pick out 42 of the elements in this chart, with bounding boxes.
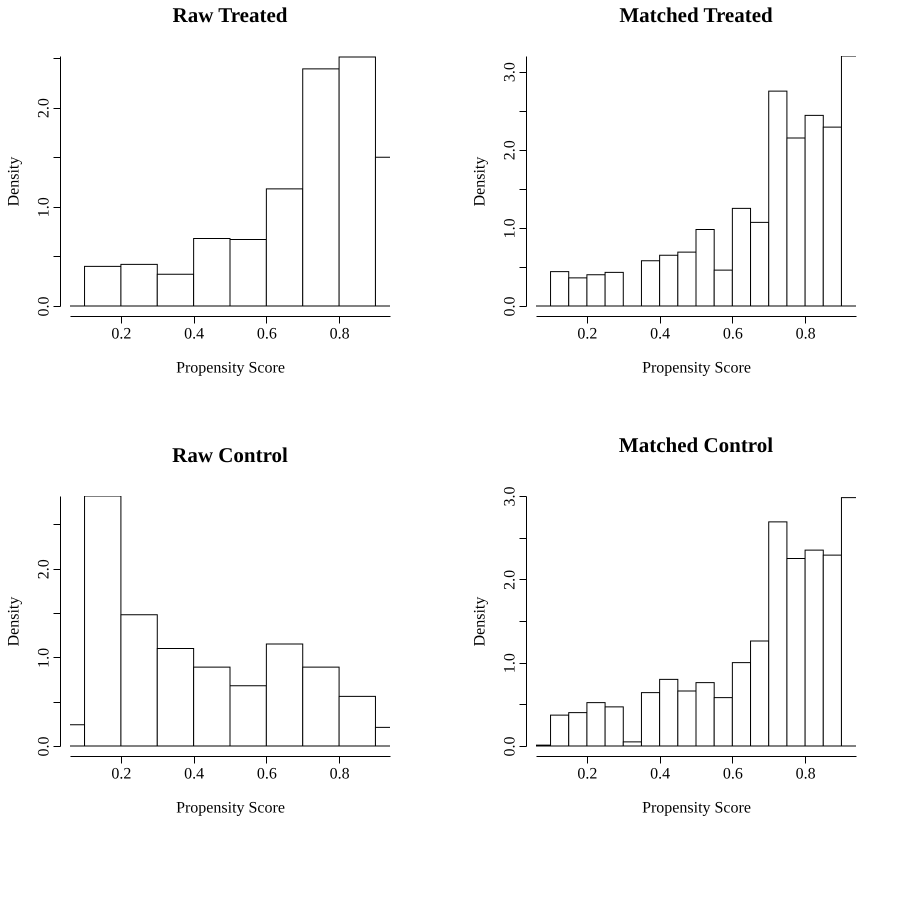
x-tick-label: 0.8 bbox=[796, 326, 816, 342]
x-tick-label: 0.6 bbox=[722, 766, 743, 782]
y-tick-label: 1.0 bbox=[36, 197, 52, 218]
y-tick-label: 2.0 bbox=[36, 98, 52, 118]
x-tick-label: 0.4 bbox=[184, 766, 204, 782]
y-tick-label: 3.0 bbox=[502, 486, 518, 506]
x-tick-label: 0.2 bbox=[577, 766, 598, 782]
x-tick-label: 0.8 bbox=[796, 766, 816, 782]
x-tick-label: 0.4 bbox=[650, 326, 670, 342]
y-axis-title: Density bbox=[6, 596, 22, 646]
y-tick-label: 1.0 bbox=[36, 648, 52, 668]
x-tick-label: 0.4 bbox=[184, 326, 204, 342]
x-tick-label: 0.2 bbox=[577, 326, 598, 342]
x-tick-label: 0.2 bbox=[111, 766, 132, 782]
chart-title: Matched Control bbox=[618, 433, 774, 457]
x-tick-label: 0.6 bbox=[722, 326, 743, 342]
y-tick-label: 1.0 bbox=[502, 218, 518, 238]
x-axis-title: Propensity Score bbox=[642, 800, 751, 816]
x-tick-label: 0.8 bbox=[330, 326, 350, 342]
chart-title: Raw Control bbox=[172, 443, 288, 467]
y-axis-title: Density bbox=[6, 156, 22, 206]
y-tick-label: 3.0 bbox=[502, 62, 518, 82]
y-tick-label: 1.0 bbox=[502, 653, 518, 674]
y-tick-label: 0.0 bbox=[36, 296, 52, 316]
x-axis-title: Propensity Score bbox=[642, 360, 751, 376]
x-tick-label: 0.8 bbox=[330, 766, 350, 782]
y-tick-label: 2.0 bbox=[502, 140, 518, 160]
y-tick-label: 0.0 bbox=[502, 736, 518, 756]
y-tick-label: 0.0 bbox=[502, 296, 518, 316]
chart-title: Raw Treated bbox=[172, 3, 288, 27]
x-tick-label: 0.6 bbox=[256, 326, 277, 342]
x-axis-title: Propensity Score bbox=[176, 360, 285, 376]
x-tick-label: 0.4 bbox=[650, 766, 670, 782]
x-tick-label: 0.6 bbox=[256, 766, 277, 782]
x-axis-title: Propensity Score bbox=[176, 800, 285, 816]
chart-title: Matched Treated bbox=[619, 3, 774, 27]
x-tick-label: 0.2 bbox=[111, 326, 132, 342]
y-axis-title: Density bbox=[472, 596, 488, 646]
y-tick-label: 0.0 bbox=[36, 736, 52, 756]
y-axis-title: Density bbox=[472, 156, 488, 206]
y-tick-label: 2.0 bbox=[36, 559, 52, 580]
y-tick-label: 2.0 bbox=[502, 570, 518, 590]
